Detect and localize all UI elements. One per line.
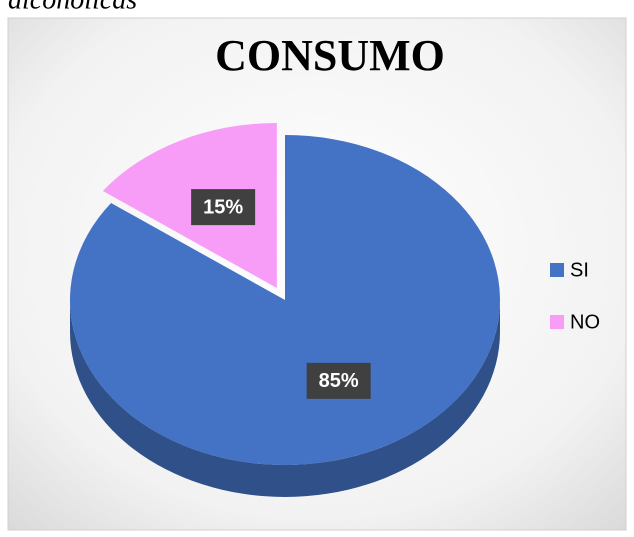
legend-swatch <box>550 263 564 277</box>
chart-title: CONSUMO <box>215 31 445 80</box>
slice-side <box>70 300 500 497</box>
data-label-box <box>191 189 256 226</box>
data-label: 85% <box>319 370 359 392</box>
slice <box>102 122 277 288</box>
slice <box>70 135 501 497</box>
slice-top <box>102 122 277 288</box>
legend-label: NO <box>570 311 600 333</box>
data-label-box <box>306 362 371 399</box>
legend-swatch <box>550 315 564 329</box>
data-label: 15% <box>203 196 243 218</box>
slice-top <box>70 135 501 465</box>
legend-label: SI <box>570 259 589 281</box>
caption: alcohólicas <box>8 0 137 15</box>
